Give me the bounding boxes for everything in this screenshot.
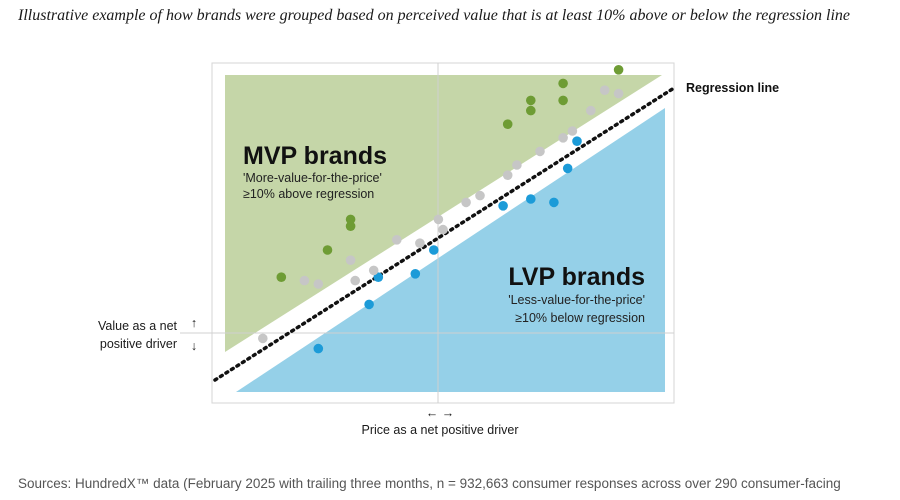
neutral-point-15: [535, 146, 545, 157]
lvp-point-5: [429, 245, 439, 255]
neutral-point-3: [313, 279, 324, 289]
mvp-point-7: [526, 105, 536, 116]
neutral-point-4: [345, 255, 356, 265]
mvp-point-1: [276, 272, 287, 283]
chart-subtitle: Illustrative example of how brands were …: [18, 7, 850, 24]
neutral-point-10: [438, 224, 448, 235]
mvp-point-4: [345, 214, 356, 225]
neutral-point-16: [558, 133, 568, 143]
mvp-point-9: [558, 95, 568, 106]
lvp-desc-line1: 'Less-value-for-the-price': [508, 293, 645, 307]
mvp-point-6: [526, 95, 536, 106]
neutral-point-7: [392, 235, 402, 245]
mvp-title: MVP brands: [243, 142, 387, 170]
neutral-point-17: [586, 105, 596, 116]
neutral-point-9: [433, 214, 444, 225]
x-axis-note: Price as a net positive driver: [361, 423, 518, 437]
neutral-point-1: [258, 333, 268, 344]
neutral-point-13: [502, 170, 513, 180]
neutral-point-6: [368, 265, 379, 276]
neutral-point-18: [599, 85, 610, 95]
lvp-point-10: [572, 136, 582, 146]
mvp-region: [225, 75, 662, 352]
scatter-chart: Regression line MVP brands 'More-value-f…: [98, 62, 779, 437]
lvp-point-7: [526, 194, 536, 204]
neutral-point-5: [350, 275, 361, 286]
lvp-point-3: [373, 272, 384, 283]
lvp-desc-line2: ≥10% below regression: [515, 311, 645, 325]
sources-note: Sources: HundredX™ data (February 2025 w…: [18, 476, 841, 491]
neutral-point-20: [567, 126, 578, 136]
mvp-desc-line2: ≥10% above regression: [243, 187, 374, 201]
lvp-point-9: [562, 163, 573, 174]
neutral-point-19: [613, 88, 624, 99]
up-arrow-icon: ↑: [191, 316, 197, 330]
mvp-point-3: [345, 221, 356, 231]
neutral-point-14: [512, 160, 522, 170]
mvp-point-8: [558, 78, 568, 89]
mvp-point-2: [322, 245, 333, 255]
regression-line-label: Regression line: [686, 81, 779, 95]
neutral-point-8: [415, 238, 425, 248]
lvp-point-8: [549, 197, 559, 208]
lvp-point-6: [498, 201, 508, 211]
lvp-point-4: [410, 269, 421, 279]
mvp-point-5: [502, 119, 513, 129]
lvp-point-1: [313, 343, 324, 354]
neutral-point-2: [299, 275, 310, 286]
neutral-point-12: [475, 190, 485, 201]
mvp-desc-line1: 'More-value-for-the-price': [243, 171, 382, 185]
down-arrow-icon: ↓: [191, 339, 197, 353]
y-axis-note-line1: Value as a net: [98, 319, 178, 333]
data-points: [258, 65, 624, 354]
left-right-arrow-icon: ← →: [426, 406, 454, 420]
lvp-point-2: [364, 299, 374, 310]
lvp-title: LVP brands: [508, 263, 645, 291]
y-axis-note-line2: positive driver: [100, 337, 177, 351]
mvp-point-10: [613, 65, 624, 75]
lvp-region: [236, 108, 665, 392]
neutral-point-11: [461, 197, 471, 208]
